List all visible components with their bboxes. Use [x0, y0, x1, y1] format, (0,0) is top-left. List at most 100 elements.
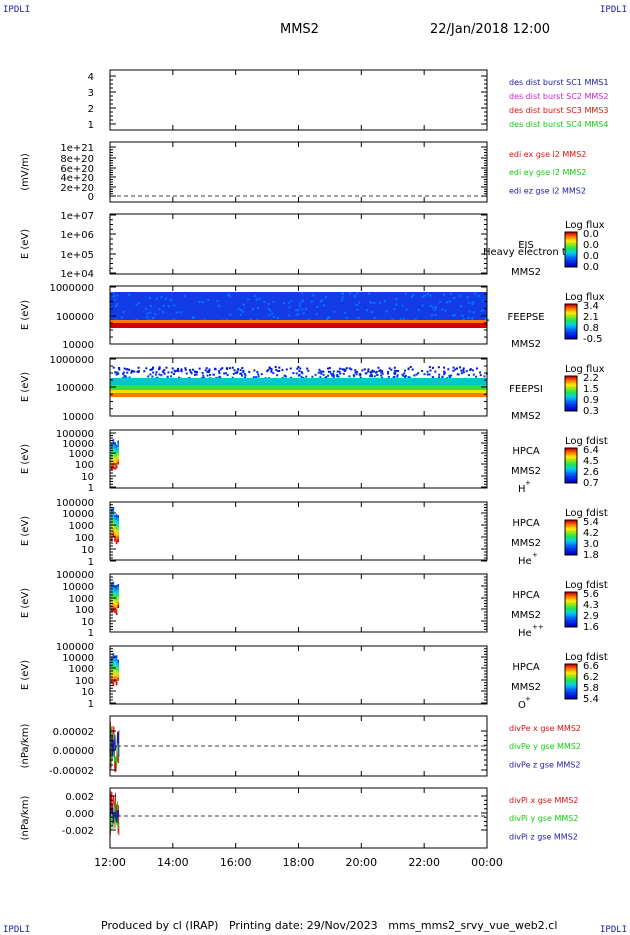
- feepsi-speckle: [268, 366, 271, 369]
- feepsi-speckle: [297, 366, 300, 369]
- feepsi-speckle: [460, 369, 463, 372]
- feepse-speckle: [229, 313, 232, 316]
- y-axis-label: (nPa/km): [20, 724, 31, 769]
- feepsi-speckle: [218, 372, 221, 375]
- feepsi-speckle: [322, 373, 325, 376]
- hpca-pixel: [117, 674, 119, 678]
- feepse-speckle: [228, 294, 231, 297]
- feepsi-speckle: [434, 370, 437, 373]
- hpca-pixel: [115, 599, 118, 603]
- feepsi-speckle: [350, 368, 353, 371]
- colorbar-cell: [565, 456, 577, 459]
- colorbar-cell: [565, 234, 577, 237]
- y-tick-label: 1000000: [49, 283, 94, 294]
- instrument-label: EIS: [518, 240, 534, 251]
- hpca-pixel: [115, 447, 118, 451]
- colorbar-cell: [565, 448, 577, 450]
- hpca-pixel: [117, 595, 119, 599]
- hpca-pixel: [111, 467, 113, 471]
- feepsi-speckle: [126, 371, 129, 374]
- feepsi-speckle: [300, 371, 303, 374]
- hpca-pixel: [117, 446, 119, 450]
- colorbar-cell: [565, 457, 577, 460]
- colorbar-cell: [565, 254, 577, 257]
- feepsi-speckle: [339, 372, 342, 375]
- feepsi-speckle: [241, 374, 244, 377]
- feepsi-speckle: [371, 369, 374, 372]
- y-tick-label: 1000: [69, 449, 94, 460]
- colorbar-cell: [565, 236, 577, 239]
- colorbar-tick-label: 0.7: [583, 478, 599, 489]
- feepse-speckle: [148, 296, 151, 299]
- feepsi-speckle: [327, 367, 330, 370]
- feepse-speckle: [414, 318, 417, 321]
- feepse-speckle: [405, 308, 408, 311]
- colorbar-cell: [565, 469, 577, 471]
- y-axis-label: E (eV): [20, 300, 31, 330]
- feepse-speckle: [358, 301, 361, 304]
- feepsi-speckle: [378, 369, 381, 372]
- hpca-pixel: [111, 458, 113, 462]
- colorbar-cell: [565, 391, 577, 394]
- hpca-pixel: [117, 515, 119, 519]
- colorbar-cell: [565, 525, 577, 528]
- feepsi-speckle: [285, 368, 288, 371]
- hpca-pixel: [115, 541, 118, 545]
- feepsi-speckle: [325, 376, 328, 379]
- feepsi-speckle: [390, 368, 393, 371]
- feepse-speckle: [295, 309, 298, 312]
- feepse-speckle: [161, 310, 164, 313]
- feepse-speckle: [301, 308, 304, 311]
- colorbar-cell: [565, 316, 577, 319]
- feepse-speckle: [183, 294, 186, 297]
- feepse-speckle: [471, 302, 474, 305]
- feepse-speckle: [138, 301, 141, 304]
- colorbar-cell: [565, 611, 577, 614]
- feepsi-speckle: [359, 373, 362, 376]
- colorbar-cell: [565, 332, 577, 334]
- corner-label-top-right: IPDLI: [600, 5, 628, 15]
- feepse-speckle: [290, 299, 293, 302]
- feepsi-speckle: [460, 372, 463, 375]
- feepsi-speckle: [306, 367, 309, 370]
- colorbar-cell: [565, 689, 577, 692]
- colorbar-cell: [565, 521, 577, 524]
- feepse-speckle: [431, 314, 434, 317]
- y-tick-label: 1: [88, 699, 94, 710]
- feepsi-speckle: [252, 376, 255, 379]
- feepse-speckle: [237, 307, 240, 310]
- feepsi-speckle: [469, 368, 472, 371]
- feepsi-speckle: [277, 370, 280, 373]
- hpca-pixel: [114, 594, 116, 598]
- colorbar-cell: [565, 462, 577, 464]
- hpca-pixel: [114, 454, 116, 458]
- feepsi-speckle: [337, 375, 340, 378]
- colorbar-cell: [565, 261, 577, 264]
- feepse-speckle: [355, 304, 358, 307]
- feepse-speckle: [391, 318, 394, 321]
- feepse-speckle: [379, 301, 382, 304]
- instrument-label: HPCA: [512, 446, 540, 457]
- feepse-speckle: [267, 307, 270, 310]
- feepse-speckle: [298, 304, 301, 307]
- feepsi-speckle: [145, 367, 148, 370]
- hpca-pixel: [114, 661, 116, 665]
- hpca-pixel: [114, 676, 116, 680]
- feepse-speckle: [310, 300, 313, 303]
- colorbar-cell: [565, 408, 577, 411]
- hpca-pixel: [114, 588, 116, 592]
- colorbar-cell: [565, 248, 577, 251]
- feepsi-speckle: [231, 366, 234, 369]
- feepsi-speckle: [170, 371, 173, 374]
- hpca-pixel: [115, 517, 118, 521]
- hpca-pixel: [115, 661, 118, 665]
- feepsi-speckle: [336, 375, 339, 378]
- feepsi-speckle: [219, 376, 222, 379]
- feepsi-speckle: [257, 373, 260, 376]
- feepsi-speckle: [193, 370, 196, 373]
- hpca-pixel: [112, 683, 115, 687]
- y-axis-label: E (eV): [20, 588, 31, 618]
- feepsi-speckle: [370, 371, 373, 374]
- feepse-speckle: [395, 303, 398, 306]
- feepsi-speckle: [212, 373, 215, 376]
